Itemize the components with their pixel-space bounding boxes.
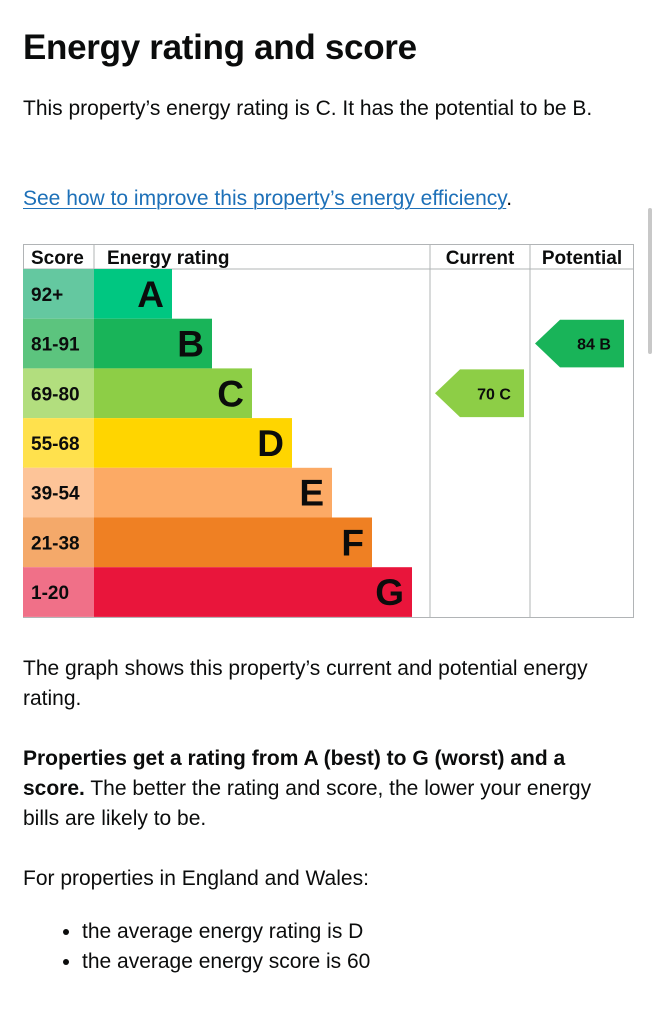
rating-bar-c	[94, 368, 252, 419]
rating-bar-b	[94, 318, 212, 369]
current-rating-arrow	[435, 369, 524, 418]
potential-rating-arrow	[535, 319, 624, 368]
improve-link-line: See how to improve this property’s energ…	[23, 184, 512, 214]
rating-letter-b: B	[177, 324, 204, 365]
average-rating-item: the average energy rating is D	[82, 917, 370, 947]
graph-description: The graph shows this property’s current …	[23, 657, 588, 710]
current-rating-arrow-label: 70 C	[477, 386, 511, 403]
score-cell-e	[23, 467, 94, 518]
score-label-d: 55-68	[31, 434, 80, 455]
score-cell-b	[23, 318, 94, 369]
averages-list: the average energy rating is D the avera…	[23, 917, 370, 977]
score-cell-c	[23, 368, 94, 419]
header-current: Current	[446, 248, 515, 269]
energy-rating-chart-svg: Score Energy rating Current Potential 92+ A 81…	[23, 244, 634, 618]
rating-letter-a: A	[137, 274, 164, 315]
average-score-item: the average energy score is 60	[82, 947, 370, 977]
page-title: Energy rating and score	[23, 28, 417, 67]
region-text: For properties in England and Wales:	[23, 867, 369, 890]
score-cell-f	[23, 517, 94, 568]
score-cell-a	[23, 269, 94, 319]
rating-explanation: Properties get a rating from A (best) to…	[23, 744, 623, 834]
improve-efficiency-link[interactable]: See how to improve this property’s energ…	[23, 187, 507, 210]
score-label-g: 1-20	[31, 583, 69, 604]
rating-letter-f: F	[341, 522, 364, 563]
rating-bar-d	[94, 418, 292, 468]
energy-rating-chart: Score Energy rating Current Potential 92+ A 81…	[23, 244, 634, 618]
rating-letter-d: D	[257, 423, 284, 464]
score-label-b: 81-91	[31, 335, 80, 356]
rating-letter-c: C	[217, 373, 244, 414]
rating-rest-text: The better the rating and score, the low…	[23, 777, 592, 830]
score-label-c: 69-80	[31, 384, 80, 405]
rating-bar-a	[94, 269, 172, 319]
link-suffix: .	[506, 187, 513, 210]
scrollbar[interactable]	[648, 208, 652, 354]
rating-bar-e	[94, 467, 332, 518]
score-label-f: 21-38	[31, 533, 80, 554]
rating-bold-text: Properties get a rating from A (best) to…	[23, 747, 566, 800]
rating-letter-g: G	[375, 572, 404, 613]
intro-text: This property’s energy rating is C. It h…	[23, 97, 593, 120]
rating-bar-f	[94, 517, 372, 568]
score-cell-d	[23, 418, 94, 468]
rating-bar-g	[94, 567, 412, 617]
score-label-e: 39-54	[31, 484, 80, 505]
score-cell-g	[23, 567, 94, 617]
score-label-a: 92+	[31, 285, 63, 306]
rating-letter-e: E	[299, 473, 324, 514]
header-potential: Potential	[542, 248, 622, 269]
potential-rating-arrow-label: 84 B	[577, 337, 611, 354]
header-energy-rating: Energy rating	[107, 248, 229, 269]
header-score: Score	[31, 248, 84, 269]
